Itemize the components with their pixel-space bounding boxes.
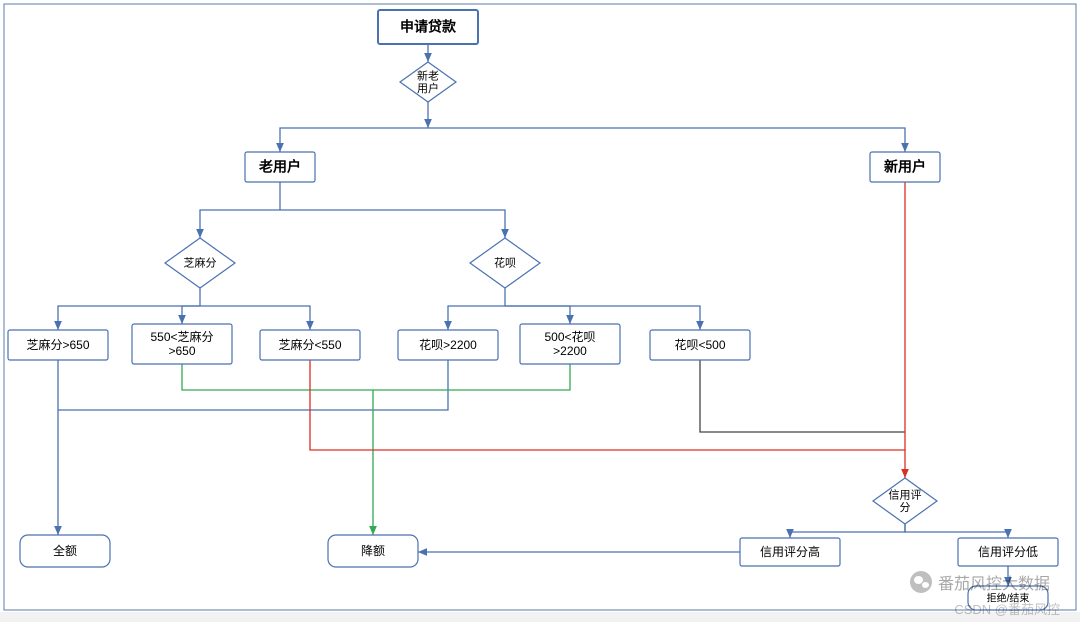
- node-label-z550_650-1: >650: [168, 344, 195, 358]
- node-newold: 新老用户: [400, 62, 456, 102]
- edge-23: [905, 524, 1008, 538]
- edge-6: [280, 210, 505, 238]
- node-label-lo: 信用评分低: [978, 545, 1038, 559]
- node-full: 全额: [20, 535, 110, 567]
- node-z650: 芝麻分>650: [8, 330, 108, 360]
- node-label-apply: 申请贷款: [400, 19, 457, 35]
- node-label-h500_2200-0: 500<花呗: [544, 329, 595, 344]
- footer-shade: [0, 612, 1080, 622]
- diagram-frame: [4, 4, 1076, 610]
- node-label-old: 老用户: [259, 159, 301, 175]
- node-h500: 花呗<500: [650, 330, 750, 360]
- edge-18: [373, 364, 570, 390]
- node-label-hi: 信用评分高: [760, 544, 820, 559]
- node-z550_650: 550<芝麻分>650: [132, 324, 232, 364]
- edge-19: [310, 360, 905, 478]
- node-label-newold-1: 用户: [417, 81, 439, 95]
- node-zhima: 芝麻分: [165, 238, 235, 288]
- edge-3: [428, 128, 905, 152]
- node-hi: 信用评分高: [740, 538, 840, 566]
- node-label-z550_650-0: 550<芝麻分: [150, 329, 213, 344]
- node-label-z650: 芝麻分>650: [26, 337, 89, 352]
- node-label-reduce: 降额: [361, 544, 385, 558]
- node-huabei: 花呗: [470, 238, 540, 288]
- node-credit: 信用评分: [873, 478, 937, 524]
- node-reduce: 降额: [328, 535, 418, 567]
- node-label-reject: 拒绝/结束: [987, 591, 1030, 604]
- node-label-newold-0: 新老: [417, 68, 439, 82]
- node-label-credit-0: 信用评: [889, 488, 922, 501]
- node-reject: 拒绝/结束: [968, 586, 1048, 610]
- node-old: 老用户: [245, 152, 315, 182]
- edge-2: [280, 128, 428, 152]
- edge-22: [790, 524, 905, 538]
- node-h500_2200: 500<花呗>2200: [520, 324, 620, 364]
- node-label-new: 新用户: [884, 159, 926, 175]
- edge-16: [58, 360, 448, 410]
- edge-5: [200, 210, 280, 238]
- node-label-full: 全额: [53, 543, 77, 558]
- edge-12: [448, 306, 505, 330]
- edge-9: [182, 306, 200, 324]
- edge-13: [505, 306, 570, 324]
- node-lo: 信用评分低: [958, 538, 1058, 566]
- node-apply: 申请贷款: [378, 10, 478, 44]
- flowchart-canvas: 申请贷款新老用户老用户 新用户芝麻分 花呗芝麻分>650 550<芝麻分>650 芝麻分…: [0, 0, 1080, 622]
- node-z550: 芝麻分<550: [260, 330, 360, 360]
- node-new: 新用户: [870, 152, 940, 182]
- node-h2200: 花呗>2200: [398, 330, 498, 360]
- node-label-zhima: 芝麻分: [184, 256, 217, 270]
- edge-20: [700, 360, 905, 432]
- node-label-huabei: 花呗: [494, 257, 516, 270]
- node-label-credit-1: 分: [900, 501, 911, 514]
- node-label-h500: 花呗<500: [674, 337, 725, 352]
- node-label-h500_2200-1: >2200: [553, 344, 587, 358]
- node-label-z550: 芝麻分<550: [278, 337, 341, 352]
- node-label-h2200: 花呗>2200: [419, 337, 477, 352]
